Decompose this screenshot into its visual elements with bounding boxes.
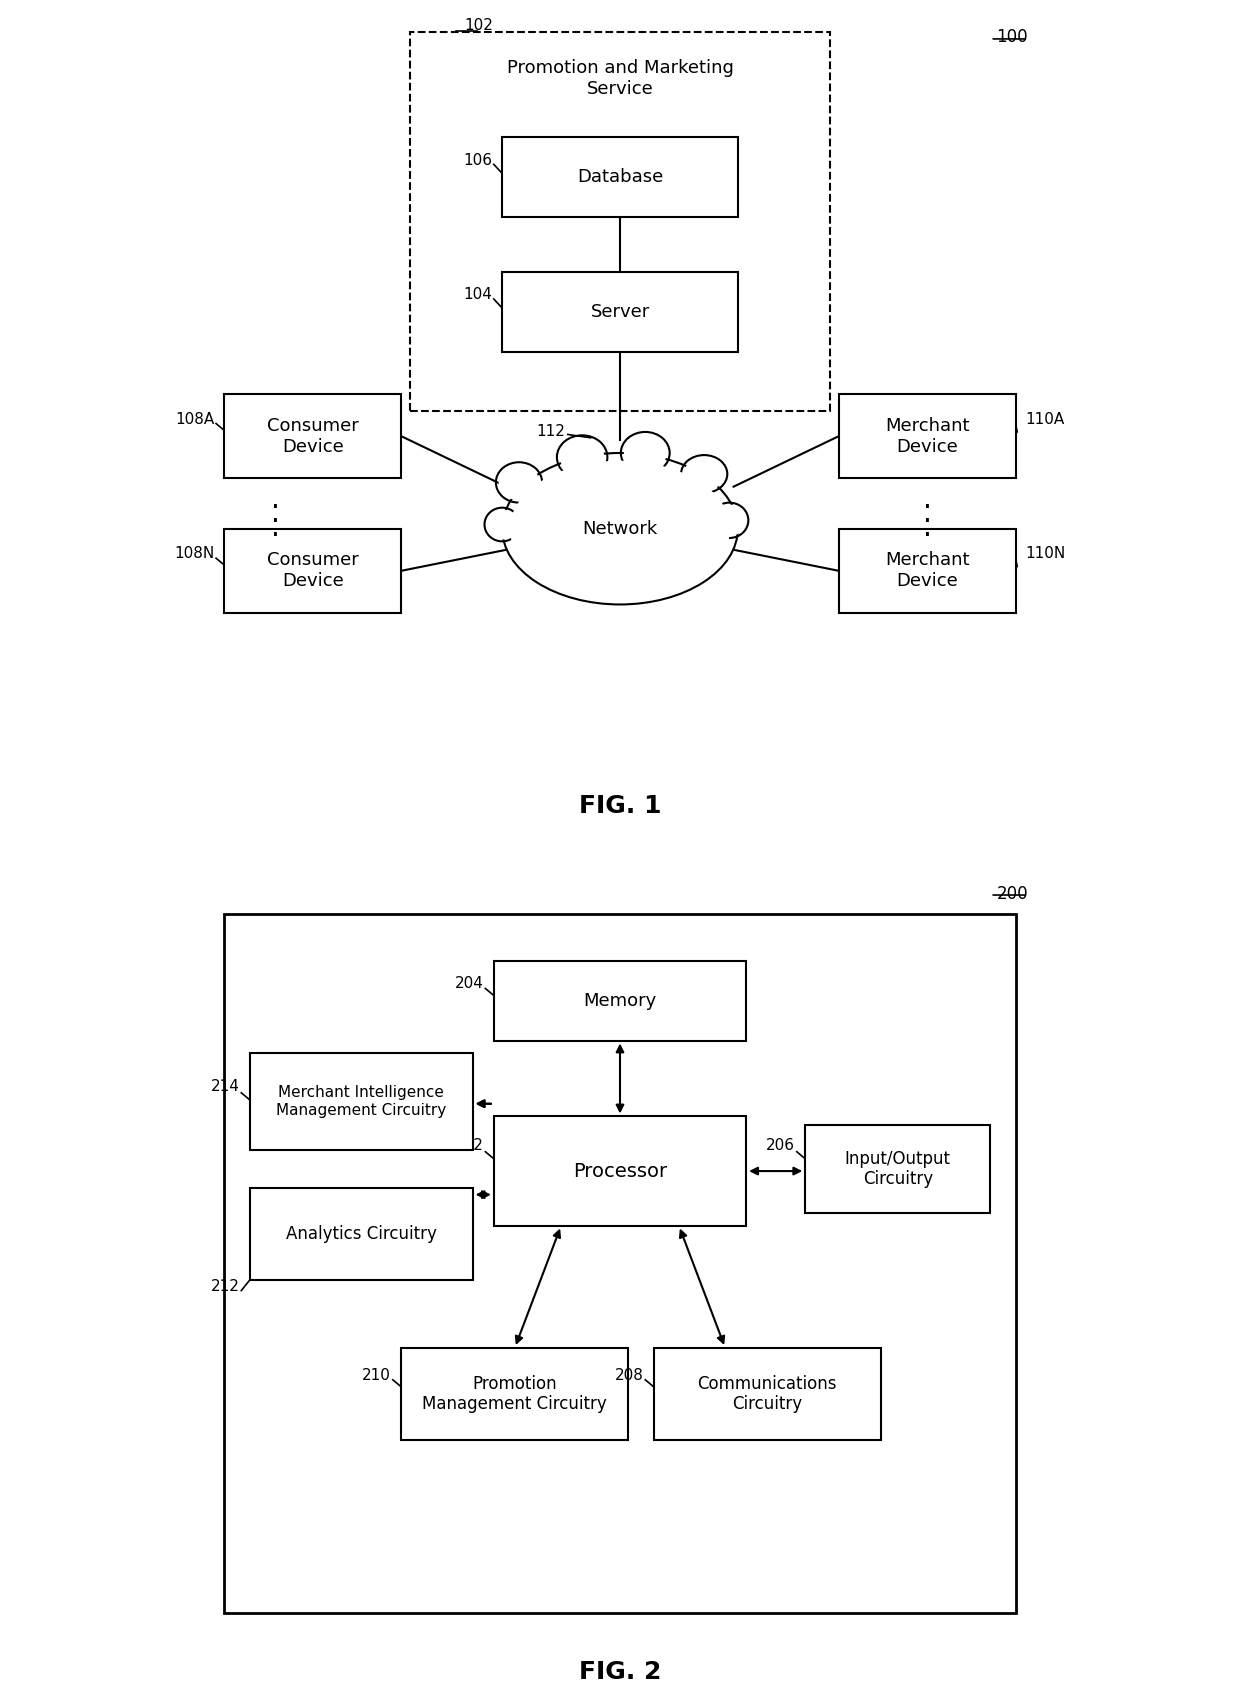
FancyBboxPatch shape — [838, 394, 1016, 479]
Text: FIG. 1: FIG. 1 — [579, 794, 661, 818]
Text: Merchant
Device: Merchant Device — [885, 417, 970, 455]
Text: ·: · — [923, 523, 931, 550]
Text: 214: 214 — [211, 1079, 239, 1094]
FancyBboxPatch shape — [224, 394, 402, 479]
Text: Merchant
Device: Merchant Device — [885, 552, 970, 590]
Text: 110N: 110N — [1025, 547, 1066, 562]
Text: 204: 204 — [455, 976, 484, 992]
Text: Memory: Memory — [583, 992, 657, 1010]
Text: 106: 106 — [463, 153, 492, 167]
Ellipse shape — [621, 431, 670, 474]
Text: ·: · — [923, 508, 931, 537]
Text: 112: 112 — [537, 424, 565, 440]
Ellipse shape — [713, 506, 745, 535]
FancyBboxPatch shape — [224, 528, 402, 613]
Text: ·: · — [270, 523, 279, 550]
Text: 108A: 108A — [175, 412, 215, 426]
Text: Server: Server — [590, 303, 650, 320]
Ellipse shape — [557, 435, 608, 479]
FancyBboxPatch shape — [653, 1348, 880, 1440]
Ellipse shape — [502, 453, 738, 605]
Text: Network: Network — [583, 520, 657, 538]
FancyBboxPatch shape — [409, 32, 831, 411]
Text: ·: · — [923, 494, 931, 521]
FancyBboxPatch shape — [838, 528, 1016, 613]
Ellipse shape — [487, 509, 517, 538]
Text: 210: 210 — [362, 1368, 391, 1384]
Text: 200: 200 — [997, 884, 1028, 903]
Text: Merchant Intelligence
Management Circuitry: Merchant Intelligence Management Circuit… — [277, 1085, 446, 1118]
Text: Consumer
Device: Consumer Device — [267, 417, 358, 455]
Text: Analytics Circuitry: Analytics Circuitry — [285, 1225, 436, 1244]
FancyBboxPatch shape — [805, 1125, 991, 1213]
Text: Promotion
Management Circuitry: Promotion Management Circuitry — [423, 1375, 608, 1414]
Text: 102: 102 — [464, 19, 494, 32]
Text: 104: 104 — [464, 288, 492, 302]
FancyBboxPatch shape — [502, 273, 738, 353]
Ellipse shape — [485, 508, 520, 542]
Text: ·: · — [270, 494, 279, 521]
FancyBboxPatch shape — [494, 961, 746, 1041]
Ellipse shape — [681, 455, 728, 492]
Ellipse shape — [511, 462, 729, 596]
Text: 212: 212 — [211, 1280, 239, 1293]
Ellipse shape — [684, 458, 724, 491]
FancyBboxPatch shape — [249, 1188, 472, 1280]
Ellipse shape — [496, 462, 542, 503]
Text: Consumer
Device: Consumer Device — [267, 552, 358, 590]
Ellipse shape — [560, 438, 604, 475]
Text: ·: · — [270, 508, 279, 537]
FancyBboxPatch shape — [494, 1116, 746, 1225]
Text: 202: 202 — [455, 1138, 484, 1154]
Ellipse shape — [711, 503, 749, 538]
Text: FIG. 2: FIG. 2 — [579, 1660, 661, 1684]
FancyBboxPatch shape — [224, 915, 1016, 1614]
Ellipse shape — [625, 435, 666, 470]
Text: Processor: Processor — [573, 1162, 667, 1181]
Text: 100: 100 — [997, 27, 1028, 46]
FancyBboxPatch shape — [502, 138, 738, 218]
Text: Input/Output
Circuitry: Input/Output Circuitry — [844, 1150, 951, 1188]
Ellipse shape — [500, 465, 538, 499]
Text: 208: 208 — [615, 1368, 644, 1384]
Text: Database: Database — [577, 169, 663, 186]
FancyBboxPatch shape — [249, 1053, 472, 1150]
Text: Promotion and Marketing
Service: Promotion and Marketing Service — [507, 60, 733, 97]
FancyBboxPatch shape — [402, 1348, 629, 1440]
Text: 110A: 110A — [1025, 412, 1065, 426]
Text: 206: 206 — [766, 1138, 795, 1154]
Text: 108N: 108N — [174, 547, 215, 562]
Text: Communications
Circuitry: Communications Circuitry — [698, 1375, 837, 1414]
